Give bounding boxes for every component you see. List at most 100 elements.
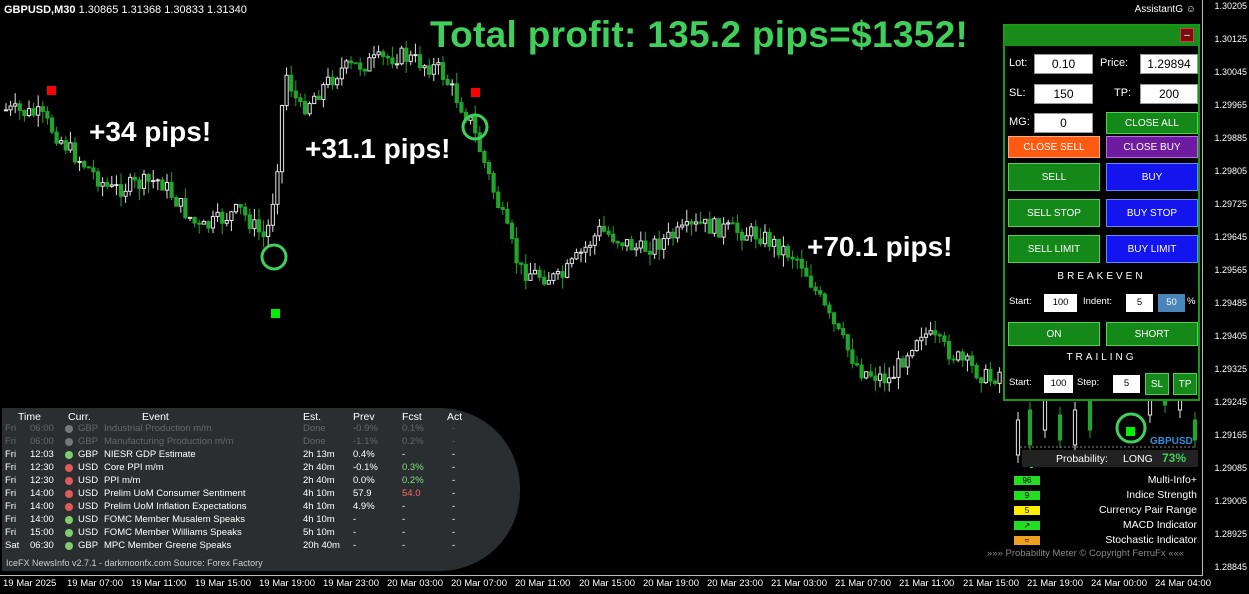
news-event: NIESR GDP Estimate xyxy=(104,449,196,460)
buy-button[interactable]: BUY xyxy=(1106,163,1198,191)
news-row[interactable]: Fri 14:00 USD FOMC Member Musalem Speaks 4h … xyxy=(2,514,512,527)
candle-body xyxy=(739,231,745,241)
mg-input[interactable]: 0 xyxy=(1034,113,1093,133)
news-act: - xyxy=(452,475,456,486)
candle-body xyxy=(220,211,225,224)
breakeven-percent-input[interactable]: 50 xyxy=(1158,294,1185,312)
candle-body xyxy=(137,179,142,189)
news-row[interactable]: Fri 06:00 GBP Industrial Production m/m Done… xyxy=(2,423,512,436)
news-row[interactable]: Fri 12:30 USD PPI m/m 2h 40m 0.0% 0.2% - xyxy=(2,475,512,488)
candle-body xyxy=(45,110,50,119)
candle-body xyxy=(284,74,289,107)
time-tick-label: 19 Mar 23:00 xyxy=(323,578,379,589)
time-axis[interactable]: 19 Mar 2025 19 Mar 07:00 19 Mar 11:00 19 Ma… xyxy=(0,575,1211,594)
chart-header: GBPUSD,M30 1.30865 1.31368 1.30833 1.313… xyxy=(4,4,247,16)
trade-panel: – Lot: 0.10 Price: 1.29894 SL: 150 TP: 2… xyxy=(1003,24,1200,401)
candle-body xyxy=(399,47,404,65)
price-tick-label: 1.29645 xyxy=(1214,232,1247,242)
news-time: 06:30 xyxy=(30,540,54,551)
news-time: 12:03 xyxy=(30,449,54,460)
trailing-tp-button[interactable]: TP xyxy=(1173,373,1197,395)
close-sell-button[interactable]: CLOSE SELL xyxy=(1008,136,1100,158)
sl-input[interactable]: 150 xyxy=(1034,84,1093,104)
sell-limit-button[interactable]: SELL LIMIT xyxy=(1008,235,1100,263)
price-tick-label: 1.29965 xyxy=(1214,100,1247,110)
price-input[interactable]: 1.29894 xyxy=(1140,54,1198,74)
buy-limit-button[interactable]: BUY LIMIT xyxy=(1106,235,1198,263)
account-label: AssistantG ☺ xyxy=(1135,4,1196,15)
sell-stop-button[interactable]: SELL STOP xyxy=(1008,199,1100,227)
breakeven-short-button[interactable]: SHORT xyxy=(1106,322,1198,346)
trailing-sl-button[interactable]: SL xyxy=(1145,373,1169,395)
news-currency: USD xyxy=(78,475,99,486)
news-est: 5h 10m xyxy=(303,527,335,538)
candle-body xyxy=(224,220,229,224)
indicator-signal-box: ≈ xyxy=(1014,536,1040,545)
buy-stop-button[interactable]: BUY STOP xyxy=(1106,199,1198,227)
time-tick-label: 20 Mar 23:00 xyxy=(707,578,763,589)
candle-body xyxy=(63,140,68,151)
symbol-timeframe: GBPUSD,M30 xyxy=(4,4,76,16)
candle-body xyxy=(574,252,579,260)
candle-body xyxy=(440,62,446,80)
candle-body xyxy=(845,334,850,351)
sl-label: SL: xyxy=(1009,87,1026,99)
profit-annotation-2: +31.1 pips! xyxy=(305,133,451,164)
candle-body xyxy=(344,60,349,69)
time-tick-label: 21 Mar 07:00 xyxy=(835,578,891,589)
news-row[interactable]: Fri 12:30 USD Core PPI m/m 2h 40m -0.1% 0.3% - xyxy=(2,462,512,475)
lot-input[interactable]: 0.10 xyxy=(1034,54,1093,74)
candle-body xyxy=(882,373,887,384)
news-est: Done xyxy=(303,423,326,434)
news-day: Fri xyxy=(5,462,17,473)
candle-body xyxy=(804,267,809,277)
candle-body xyxy=(36,106,41,116)
trailing-step-input[interactable]: 5 xyxy=(1113,375,1140,393)
news-row[interactable]: Sat 06:30 GBP MPC Member Greene Speaks 20h 4… xyxy=(2,540,512,553)
impact-dot-icon xyxy=(65,490,73,498)
news-row[interactable]: Fri 14:00 USD Prelim UoM Consumer Sentiment… xyxy=(2,488,512,501)
close-buy-button[interactable]: CLOSE BUY xyxy=(1106,136,1198,158)
time-tick-label: 20 Mar 11:00 xyxy=(515,578,571,589)
candle-body xyxy=(289,74,294,92)
news-row[interactable]: Fri 12:03 GBP NIESR GDP Estimate 2h 13m 0.4% -… xyxy=(2,449,512,462)
minimize-button[interactable]: – xyxy=(1180,28,1194,42)
candle-body xyxy=(942,335,947,342)
tp-input[interactable]: 200 xyxy=(1140,84,1198,104)
candle-body xyxy=(721,223,726,238)
candle-body xyxy=(537,269,542,278)
close-all-button[interactable]: CLOSE ALL xyxy=(1106,112,1198,134)
candle-body xyxy=(601,225,607,232)
breakeven-start-input[interactable]: 100 xyxy=(1044,294,1077,312)
candle-body xyxy=(155,179,160,182)
price-axis[interactable]: 1.30205 1.30125 1.30045 1.29965 1.29885 1.298… xyxy=(1202,0,1249,575)
candle-body xyxy=(850,349,855,364)
news-row[interactable]: Fri 14:00 USD Prelim UoM Inflation Expectat… xyxy=(2,501,512,514)
sell-button[interactable]: SELL xyxy=(1008,163,1100,191)
trailing-start-input[interactable]: 100 xyxy=(1044,375,1073,393)
impact-dot-icon xyxy=(65,529,73,537)
price-tick-label: 1.30205 xyxy=(1214,1,1247,11)
candle-body xyxy=(712,218,717,234)
news-row[interactable]: Fri 15:00 USD FOMC Member Williams Speaks 5h… xyxy=(2,527,512,540)
candle-body xyxy=(390,57,395,65)
breakeven-on-button[interactable]: ON xyxy=(1008,322,1100,346)
price-tick-label: 1.28925 xyxy=(1214,529,1247,539)
candle-body xyxy=(376,51,381,56)
candle-body xyxy=(3,109,9,112)
candle-body xyxy=(1072,409,1078,446)
candle-body xyxy=(362,68,367,72)
candle-body xyxy=(730,222,735,225)
news-row[interactable]: Fri 06:00 GBP Manufacturing Production m/m D… xyxy=(2,436,512,449)
candle-body xyxy=(252,219,257,230)
candle-body xyxy=(431,64,436,75)
candle-body xyxy=(128,176,133,192)
candle-body xyxy=(13,103,18,107)
candle-body xyxy=(919,336,924,342)
candle-body xyxy=(197,222,202,225)
time-tick-label: 19 Mar 19:00 xyxy=(259,578,315,589)
candle-body xyxy=(836,323,841,330)
news-time: 06:00 xyxy=(30,436,54,447)
breakeven-indent-input[interactable]: 5 xyxy=(1126,294,1153,312)
